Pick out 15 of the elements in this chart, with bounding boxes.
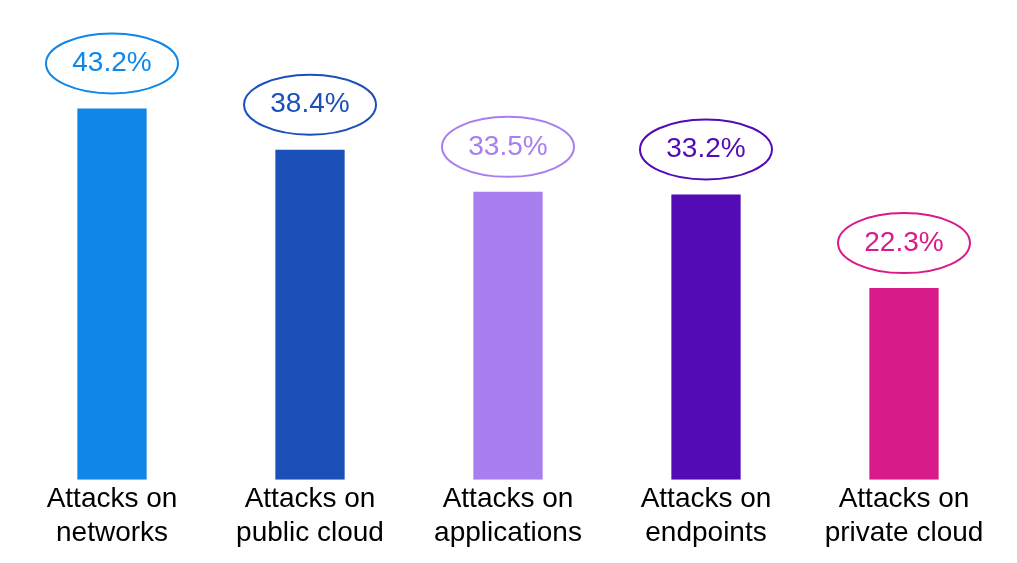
x-tick-label: Attacks on networks bbox=[46, 482, 178, 547]
bar bbox=[671, 194, 741, 480]
x-tick-label: Attacks on public cloud bbox=[236, 482, 384, 547]
x-tick-label: Attacks on private cloud bbox=[824, 482, 984, 547]
data-label: 33.5% bbox=[468, 129, 548, 161]
data-label: 43.2% bbox=[72, 46, 152, 78]
x-tick-label: Attacks on applications bbox=[434, 482, 582, 547]
data-label: 33.2% bbox=[666, 132, 746, 164]
bar bbox=[77, 108, 147, 480]
bar bbox=[275, 149, 345, 480]
data-label: 38.4% bbox=[270, 87, 350, 119]
bar bbox=[473, 191, 543, 480]
x-tick-label: Attacks on endpoints bbox=[640, 482, 772, 547]
data-label: 22.3% bbox=[864, 225, 944, 257]
bar bbox=[869, 288, 939, 480]
